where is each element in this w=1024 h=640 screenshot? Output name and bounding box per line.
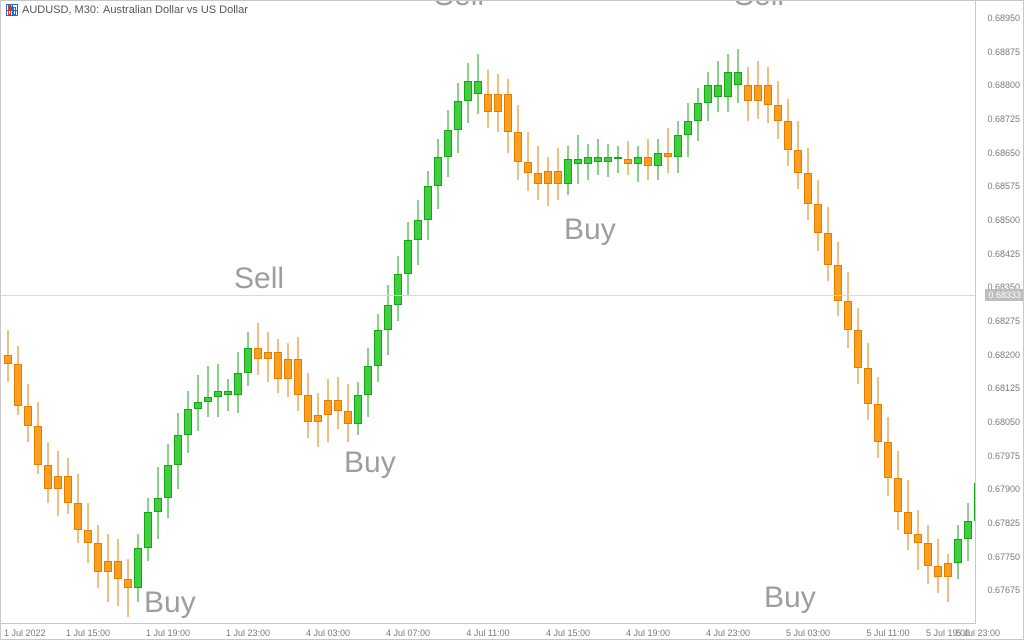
y-tick: 0.68425	[987, 249, 1020, 259]
y-tick: 0.68575	[987, 181, 1020, 191]
x-tick: 5 Jul 23:00	[956, 628, 1000, 638]
y-tick: 0.68725	[987, 114, 1020, 124]
x-tick: 4 Jul 19:00	[626, 628, 670, 638]
y-tick: 0.67750	[987, 552, 1020, 562]
signal-annotation: Sell	[434, 0, 484, 13]
y-tick: 0.68275	[987, 316, 1020, 326]
y-axis: 0.68950 0.68875 0.68800 0.68725 0.68650 0.685…	[975, 0, 1024, 624]
x-tick: 5 Jul 11:00	[866, 628, 909, 638]
chart-symbol: AUDUSD, M30:	[22, 4, 99, 16]
plot-area[interactable]: Buy Sell Buy Sell Buy Sell Buy	[0, 0, 976, 624]
signal-annotation: Buy	[144, 586, 196, 620]
x-tick: 4 Jul 15:00	[546, 628, 590, 638]
x-tick: 1 Jul 15:00	[66, 628, 110, 638]
x-axis: 1 Jul 2022 1 Jul 15:00 1 Jul 19:00 1 Jul 23…	[0, 623, 976, 640]
y-tick: 0.68650	[987, 148, 1020, 158]
signal-annotation: Sell	[234, 262, 284, 296]
y-tick: 0.67675	[987, 585, 1020, 595]
x-tick: 1 Jul 2022	[4, 628, 46, 638]
x-tick: 4 Jul 03:00	[306, 628, 350, 638]
x-tick: 4 Jul 11:00	[466, 628, 509, 638]
y-tick: 0.68800	[987, 80, 1020, 90]
x-tick: 5 Jul 03:00	[786, 628, 830, 638]
y-tick: 0.68125	[987, 383, 1020, 393]
y-tick: 0.68500	[987, 215, 1020, 225]
y-tick: 0.67825	[987, 518, 1020, 528]
x-tick: 1 Jul 19:00	[146, 628, 190, 638]
current-price-tag: 0.68333	[985, 289, 1024, 301]
chart-root: AUDUSD, M30: Australian Dollar vs US Dol…	[0, 0, 1024, 640]
x-tick: 1 Jul 23:00	[226, 628, 270, 638]
x-tick: 4 Jul 23:00	[706, 628, 750, 638]
candlestick-icon	[6, 4, 18, 16]
x-tick: 4 Jul 07:00	[386, 628, 430, 638]
chart-description: Australian Dollar vs US Dollar	[103, 4, 248, 16]
current-price-line	[0, 295, 976, 296]
signal-annotation: Buy	[764, 581, 816, 615]
y-tick: 0.68050	[987, 417, 1020, 427]
y-tick: 0.67975	[987, 451, 1020, 461]
signal-annotation: Sell	[734, 0, 784, 13]
y-tick: 0.67900	[987, 484, 1020, 494]
chart-title-bar: AUDUSD, M30: Australian Dollar vs US Dol…	[6, 4, 248, 16]
signal-annotation: Buy	[344, 446, 396, 480]
y-tick: 0.68950	[987, 13, 1020, 23]
y-tick: 0.68200	[987, 350, 1020, 360]
signal-annotation: Buy	[564, 213, 616, 247]
y-tick: 0.68875	[987, 47, 1020, 57]
